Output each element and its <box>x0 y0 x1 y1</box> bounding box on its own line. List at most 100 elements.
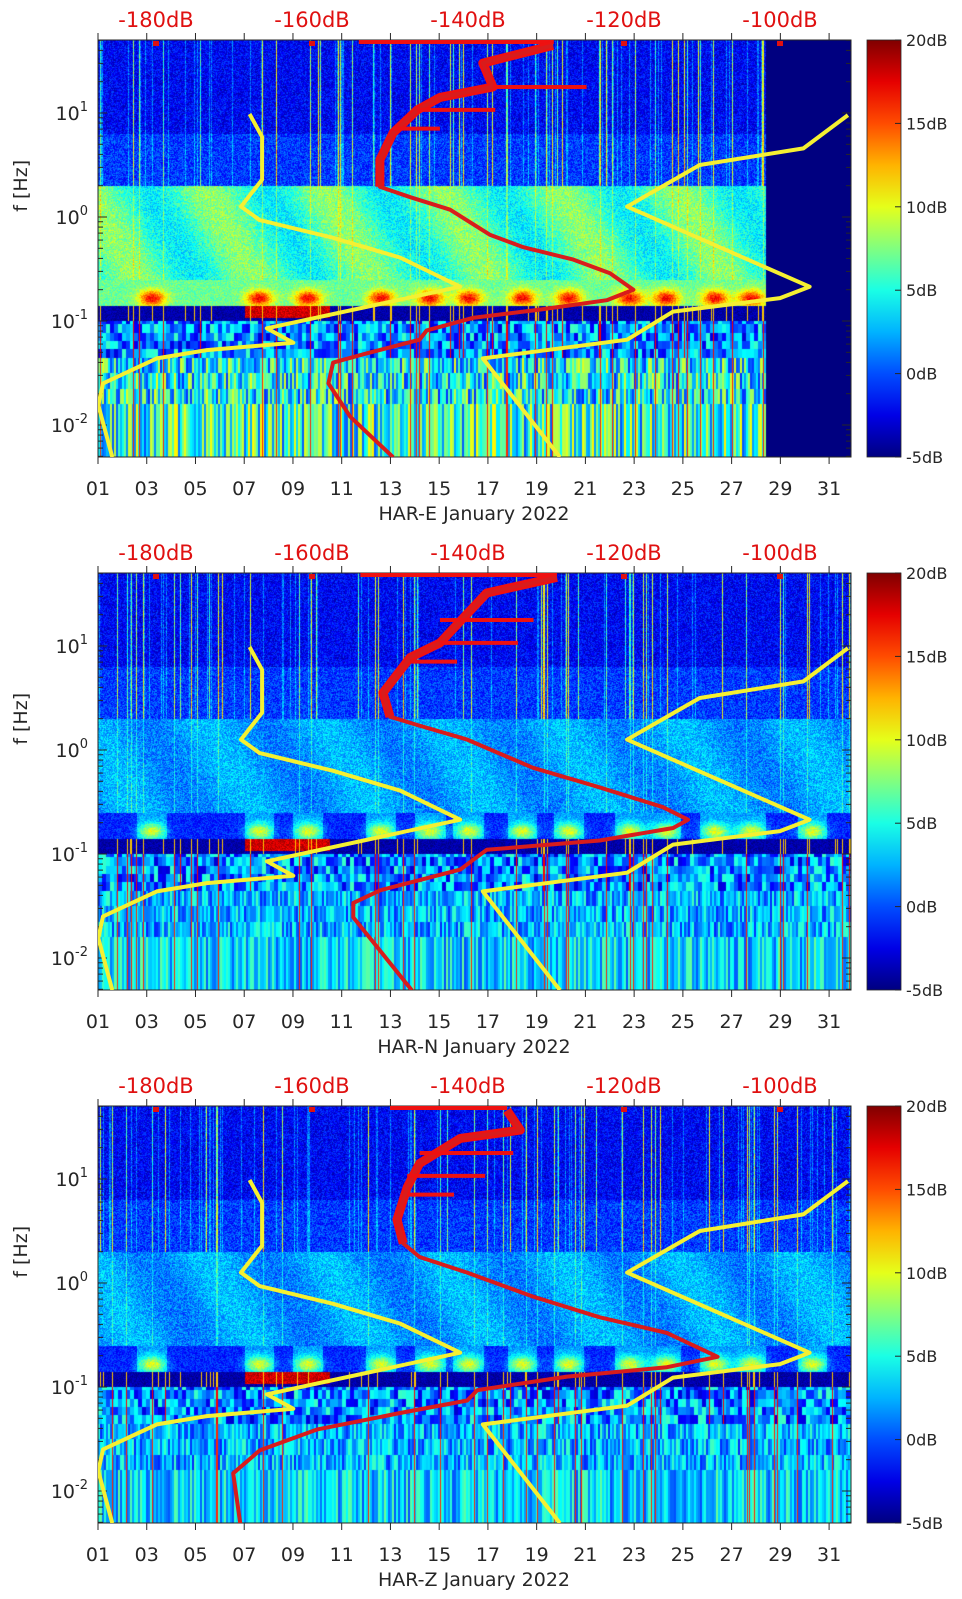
y-tick-base: 10 <box>51 311 75 333</box>
top-db-label: -160dB <box>274 541 349 565</box>
y-tick-exponent: 0 <box>80 204 88 219</box>
x-tick-label: 09 <box>281 1544 305 1566</box>
x-tick-label: 17 <box>476 478 500 500</box>
colorbar-tick-label: 15dB <box>906 647 948 666</box>
top-db-marker <box>621 1107 627 1112</box>
nlnm-curve <box>98 646 463 990</box>
top-db-label: -160dB <box>274 1074 349 1098</box>
top-db-label: -140dB <box>430 1074 505 1098</box>
x-tick-label: 09 <box>281 1011 305 1033</box>
nhnm-curve <box>480 1179 850 1523</box>
y-tick-label: 10-2 <box>51 412 88 437</box>
colorbar-tick-label: 5dB <box>906 814 937 833</box>
y-tick-label: 10-1 <box>51 1374 88 1399</box>
x-tick-label: 27 <box>720 1544 744 1566</box>
colorbar-tick-label: 0dB <box>906 1431 937 1450</box>
top-db-marker <box>309 41 315 46</box>
y-tick-label: 10-2 <box>51 945 88 970</box>
y-tick-base: 10 <box>56 740 80 762</box>
psd-curve-hf-band <box>375 41 555 187</box>
top-db-marker <box>309 1107 315 1112</box>
top-db-marker <box>777 41 783 46</box>
nhnm-curve <box>480 646 850 990</box>
x-tick-label: 15 <box>427 1011 451 1033</box>
y-tick-exponent: -1 <box>75 841 88 856</box>
x-axis-label: HAR-Z January 2022 <box>378 1569 570 1591</box>
plot-frame <box>97 39 852 458</box>
x-tick-label: 01 <box>86 478 110 500</box>
colorbar <box>866 1105 902 1524</box>
y-tick-exponent: 0 <box>80 1270 88 1285</box>
x-tick-label: 13 <box>378 1011 402 1033</box>
x-tick-label: 19 <box>525 478 549 500</box>
y-axis-label: f [Hz] <box>10 693 32 745</box>
colorbar <box>866 572 902 991</box>
top-db-marker <box>777 574 783 579</box>
y-tick-base: 10 <box>51 1377 75 1399</box>
top-db-label: -160dB <box>274 8 349 32</box>
top-db-marker <box>153 1107 159 1112</box>
x-tick-label: 03 <box>135 478 159 500</box>
x-tick-label: 25 <box>671 1011 695 1033</box>
panel-har-z: 01 03 05 07 09 11 13 15 17 19 21 23 25 27 29 31 HAR-Z Ja… <box>0 1066 962 1599</box>
plot-frame <box>97 1105 852 1524</box>
y-axis-label: f [Hz] <box>10 1226 32 1278</box>
top-db-label: -100dB <box>742 541 817 565</box>
colorbar-tick-label: -5dB <box>906 1514 943 1533</box>
top-db-label: -100dB <box>742 1074 817 1098</box>
psd-curve <box>351 575 690 990</box>
y-axis-label: f [Hz] <box>10 160 32 212</box>
y-tick-base: 10 <box>56 207 80 229</box>
curves <box>98 1106 850 1523</box>
y-tick-base: 10 <box>56 1273 80 1295</box>
colorbar-tick-label: 10dB <box>906 198 948 217</box>
x-tick-label: 15 <box>427 1544 451 1566</box>
top-db-marker <box>153 41 159 46</box>
nhnm-curve <box>480 113 850 457</box>
top-db-label: -180dB <box>118 541 193 565</box>
colorbar-tick-label: -5dB <box>906 981 943 1000</box>
top-db-marker <box>309 574 315 579</box>
y-tick-label: 10-1 <box>51 308 88 333</box>
panel-har-e: 01 03 05 07 09 11 13 15 17 19 21 23 25 27 29 31 HAR-E Ja… <box>0 0 962 533</box>
top-db-label: -180dB <box>118 8 193 32</box>
x-tick-label: 15 <box>427 478 451 500</box>
y-tick-base: 10 <box>51 415 75 437</box>
x-axis-label: HAR-N January 2022 <box>377 1036 570 1058</box>
x-tick-label: 07 <box>232 478 256 500</box>
x-tick-label: 23 <box>622 1544 646 1566</box>
y-tick-exponent: -2 <box>75 1478 88 1493</box>
nlnm-curve <box>98 113 463 457</box>
y-tick-base: 10 <box>51 844 75 866</box>
colorbar-tick-label: -5dB <box>906 448 943 467</box>
top-db-label: -120dB <box>586 1074 661 1098</box>
x-tick-label: 17 <box>476 1011 500 1033</box>
y-tick-exponent: -2 <box>75 412 88 427</box>
x-tick-label: 25 <box>671 1544 695 1566</box>
colorbar <box>866 39 902 458</box>
x-tick-label: 31 <box>817 1544 841 1566</box>
x-tick-label: 19 <box>525 1544 549 1566</box>
y-tick-exponent: -1 <box>75 308 88 323</box>
y-tick-exponent: 1 <box>80 1166 88 1181</box>
x-tick-label: 03 <box>135 1544 159 1566</box>
x-tick-label: 27 <box>720 1011 744 1033</box>
y-tick-label: 101 <box>56 633 88 658</box>
x-tick-label: 07 <box>232 1544 256 1566</box>
y-tick-exponent: 1 <box>80 633 88 648</box>
y-tick-label: 100 <box>56 737 88 762</box>
top-db-label: -100dB <box>742 8 817 32</box>
curves <box>98 40 850 457</box>
x-tick-label: 13 <box>378 1544 402 1566</box>
colorbar-tick-label: 10dB <box>906 731 948 750</box>
x-tick-label: 21 <box>573 1544 597 1566</box>
x-tick-label: 11 <box>330 478 354 500</box>
plot-frame <box>97 572 852 991</box>
top-db-marker <box>621 41 627 46</box>
x-tick-label: 09 <box>281 478 305 500</box>
colorbar-tick-label: 20dB <box>906 564 948 583</box>
top-db-label: -120dB <box>586 8 661 32</box>
top-db-label: -120dB <box>586 541 661 565</box>
